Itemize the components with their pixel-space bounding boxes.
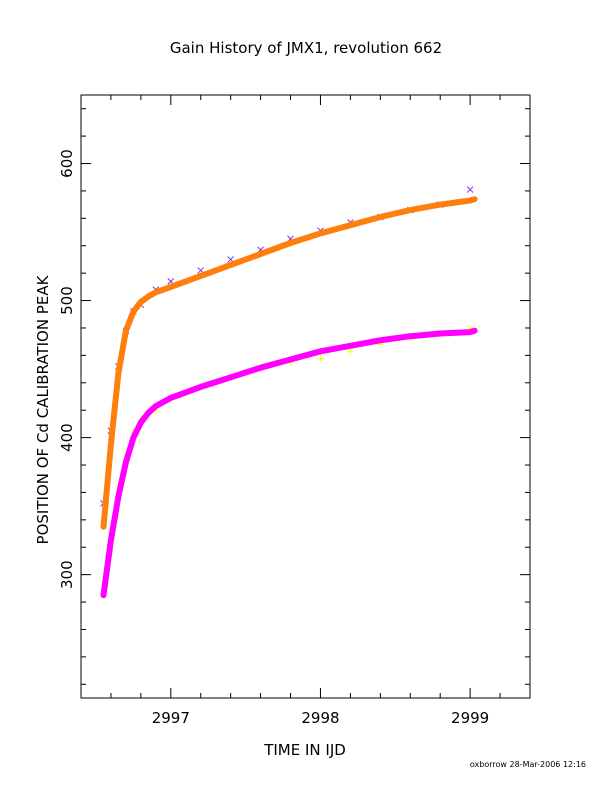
y-tick-label: 600 [58,149,76,178]
data-point [346,347,354,355]
x-tick-label: 2998 [301,709,339,727]
fit-line-3 [100,327,478,599]
y-tick-label: 300 [58,560,76,589]
x-axis-label: TIME IN IJD [263,741,346,759]
y-axis-label: POSITION OF Cd CALIBRATION PEAK [34,274,52,544]
x-tick-label: 2999 [451,709,489,727]
chart-title: Gain History of JMX1, revolution 662 [170,39,442,57]
y-tick-label: 400 [58,423,76,452]
y-tick-label: 500 [58,286,76,315]
plot-frame [80,94,531,699]
data-point [316,354,324,362]
data-point [466,186,474,193]
x-tick-label: 2997 [152,709,190,727]
footer-credit: oxborrow 28-Mar-2006 12:16 [470,760,586,769]
fit-curves [100,196,478,599]
fit-line-1 [100,196,478,530]
axis-ticks: 2997 2998 2999 300 400 500 600 [58,95,531,727]
